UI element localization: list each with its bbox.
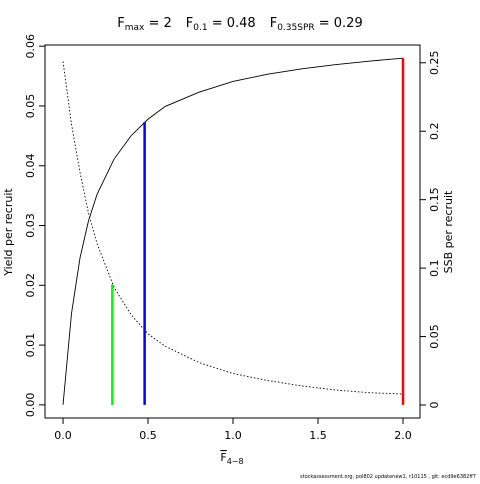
- y2-tick-label: 0.1: [428, 259, 441, 277]
- plot-box: [44, 44, 421, 419]
- series-line: [62, 57, 404, 405]
- title-sub: max: [125, 23, 145, 33]
- title-main: F: [117, 16, 124, 31]
- y-tick-label: 0.02: [24, 273, 37, 298]
- title-sub: 0.35SPR: [277, 23, 314, 33]
- y2-tick-label: 0.05: [428, 324, 441, 349]
- y-axis-label: Yield per recruit: [2, 188, 15, 277]
- x-label-sub: 4−8: [227, 457, 244, 466]
- series-line: [62, 61, 404, 395]
- y-tick-label: 0.06: [24, 34, 37, 59]
- title-main: F: [186, 16, 193, 31]
- y2-tick-label: 0.25: [428, 51, 441, 76]
- x-tick-label: 2.0: [394, 429, 412, 442]
- x-tick-label: 0.5: [139, 429, 157, 442]
- chart-title: Fmax = 2 F0.1 = 0.48 F0.35SPR = 0.29: [117, 16, 362, 33]
- y2-tick-label: 0.15: [428, 187, 441, 212]
- y-tick-label: 0.01: [24, 333, 37, 358]
- x-label-main: F: [220, 451, 226, 464]
- title-rest: = 0.48: [208, 16, 256, 31]
- title-rest: = 0.29: [315, 16, 363, 31]
- y2-tick-label: 0.2: [428, 122, 441, 140]
- x-axis-label: F4−8: [220, 451, 243, 466]
- footnote: stockassessment.org, pol802 updatenew1, …: [300, 474, 476, 480]
- title-main: F: [270, 16, 277, 31]
- x-tick-label: 0.0: [54, 429, 72, 442]
- y-tick-label: 0.00: [24, 393, 37, 418]
- x-tick-label: 1.5: [309, 429, 327, 442]
- y2-tick-label: 0: [428, 401, 441, 408]
- y2-axis-label: SSB per recruit: [442, 190, 455, 273]
- y-tick-label: 0.03: [24, 213, 37, 238]
- y-tick-label: 0.05: [24, 94, 37, 119]
- x-tick-label: 1.0: [224, 429, 242, 442]
- title-sub: 0.1: [193, 23, 207, 33]
- y-tick-label: 0.04: [24, 153, 37, 178]
- title-rest: = 2: [144, 16, 171, 31]
